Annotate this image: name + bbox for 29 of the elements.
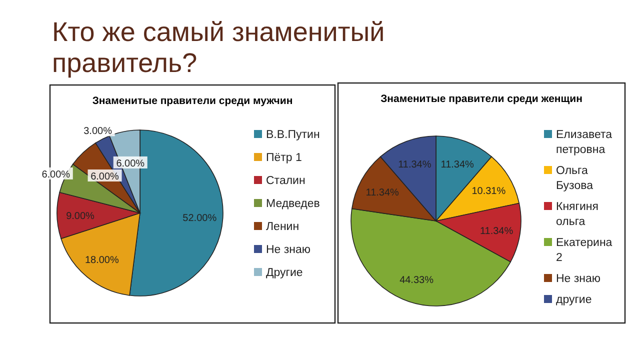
data-label: 44.33% — [400, 275, 434, 286]
data-label: 11.34% — [440, 160, 474, 171]
chart-subtitle: Знаменитые правители среди женщин — [380, 93, 582, 105]
data-label: 6.00% — [90, 171, 120, 182]
data-label: 18.00% — [84, 255, 119, 266]
legend-label: Княгиня ольга — [556, 201, 598, 228]
legend-label: Ольга Бузова — [556, 165, 594, 192]
data-label: 10.31% — [472, 186, 506, 197]
data-label: 6.00% — [116, 158, 145, 170]
legend-label: Другие — [266, 267, 303, 279]
chart-title: Кто же самый знаменитый правитель? — [52, 17, 385, 78]
legend-label: Ленин — [266, 221, 300, 233]
chart-subtitle: Знаменитые правители среди мужчин — [92, 95, 293, 107]
legend-label: Не знаю — [556, 273, 601, 285]
data-label: 3.00% — [84, 126, 112, 138]
legend-label: Не знаю — [266, 244, 311, 256]
legend-label: Елизавета петровна — [556, 129, 613, 156]
data-label: 6.00% — [42, 169, 70, 180]
data-label: 11.34% — [398, 160, 432, 171]
data-label: 52.00% — [182, 212, 217, 224]
legend-label: Екатерина 2 — [556, 237, 613, 264]
legend-label: Сталин — [266, 175, 306, 187]
data-label: 11.34% — [480, 226, 514, 237]
legend-label: В.В.Путин — [266, 129, 320, 141]
legend-label: Медведев — [266, 198, 320, 210]
data-label: 11.34% — [366, 188, 400, 199]
data-label: 9.00% — [66, 210, 95, 222]
legend-label: другие — [556, 294, 592, 306]
legend-label: Пётр 1 — [266, 152, 302, 164]
